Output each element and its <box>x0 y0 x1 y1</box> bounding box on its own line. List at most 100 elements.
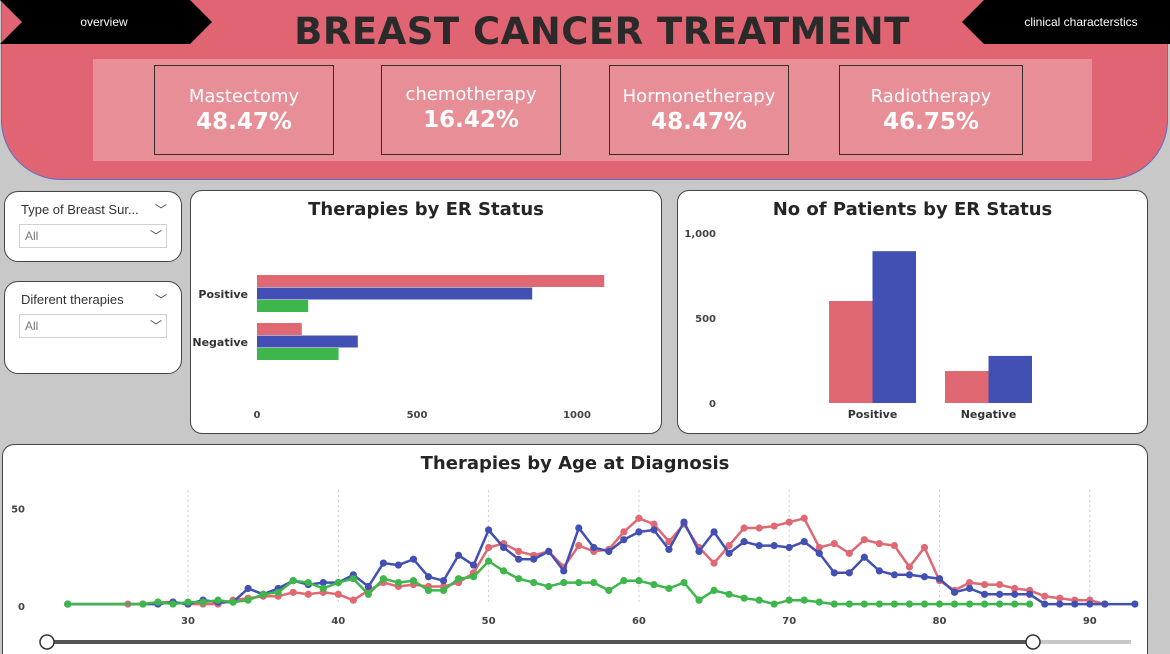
data-point <box>244 596 252 604</box>
data-point <box>364 582 372 591</box>
chevron-down-icon[interactable]: ﹀ <box>154 203 167 217</box>
data-point <box>1026 600 1034 608</box>
slicer-value: All <box>25 319 39 333</box>
data-point <box>740 594 748 602</box>
tick-label: 70 <box>782 616 796 627</box>
category-label: Negative <box>961 408 1017 421</box>
data-point <box>755 596 763 604</box>
data-point <box>800 596 808 604</box>
data-point <box>620 528 628 536</box>
slicer-title: Type of Breast Sur... <box>21 202 139 217</box>
tick-label: 1,000 <box>684 229 716 240</box>
kpi-strip: Mastectomy 48.47% chemotherapy 16.42% Ho… <box>93 59 1092 161</box>
data-point <box>875 600 883 608</box>
data-point <box>815 598 823 606</box>
data-point <box>935 575 944 583</box>
data-point <box>770 600 778 608</box>
data-point <box>289 588 297 596</box>
kpi-label: Radiotherapy <box>870 86 992 107</box>
data-point <box>785 543 793 552</box>
data-point <box>800 514 808 522</box>
data-point <box>605 586 613 594</box>
therapies-by-er-chart: Positive Negative 0 500 1000 <box>192 275 605 421</box>
series-line <box>67 519 1135 606</box>
bar <box>988 355 1032 403</box>
overview-nav-label: overview <box>80 15 128 29</box>
slider-handle-end[interactable] <box>1025 634 1041 650</box>
tick-label: 50 <box>11 505 25 516</box>
tick-label: 0 <box>709 399 716 410</box>
bar <box>829 301 873 403</box>
patients-by-er-chart: 0 500 1,000 Positive Negative <box>684 229 1032 421</box>
data-point <box>965 600 974 608</box>
data-point <box>860 600 868 608</box>
data-point <box>409 577 418 585</box>
data-point <box>965 584 974 593</box>
data-point <box>830 600 838 608</box>
data-point <box>575 541 583 550</box>
data-point <box>815 543 823 552</box>
data-point <box>650 520 658 528</box>
therapies-by-age-card: Therapies by Age at Diagnosis 30 40 50 60 70… <box>2 444 1148 654</box>
data-point <box>665 584 673 593</box>
data-point <box>860 553 868 561</box>
tick-label: 30 <box>181 616 195 627</box>
data-point <box>515 575 523 583</box>
kpi-card-chemotherapy: chemotherapy 16.42% <box>381 65 561 155</box>
data-point <box>169 600 177 608</box>
data-point <box>274 588 282 596</box>
data-point <box>680 579 688 587</box>
data-point <box>1041 592 1049 600</box>
slider-handle-start[interactable] <box>39 634 55 650</box>
data-point <box>439 586 448 594</box>
data-point <box>920 600 929 608</box>
data-point <box>334 579 342 587</box>
data-point <box>409 555 418 563</box>
data-point <box>860 536 868 544</box>
data-point <box>650 526 658 534</box>
kpi-card-hormonetherapy: Hormonetherapy 48.47% <box>609 65 789 155</box>
data-point <box>950 588 959 596</box>
data-point <box>965 579 974 587</box>
data-point <box>469 561 478 569</box>
data-point <box>980 590 989 598</box>
therapies-dropdown[interactable]: All ﹀ <box>19 314 167 338</box>
data-point <box>229 598 237 606</box>
category-label: Negative <box>192 336 248 349</box>
data-point <box>1056 600 1064 608</box>
data-point <box>710 528 718 536</box>
data-point <box>665 538 673 546</box>
data-point <box>469 573 478 581</box>
patients-by-er-card: No of Patients by ER Status 0 500 1,000 Pos… <box>677 190 1148 434</box>
data-point <box>785 518 793 526</box>
data-point <box>319 579 327 587</box>
chevron-down-icon[interactable]: ﹀ <box>154 293 167 307</box>
breast-surgery-dropdown[interactable]: All ﹀ <box>19 224 167 248</box>
data-point <box>259 590 267 598</box>
data-point <box>710 559 718 567</box>
data-point <box>199 598 207 606</box>
data-point <box>890 571 899 579</box>
bar <box>257 323 302 335</box>
data-point <box>1026 590 1034 598</box>
data-point <box>379 559 387 567</box>
kpi-card-mastectomy: Mastectomy 48.47% <box>154 65 334 155</box>
data-point <box>289 577 297 585</box>
data-point <box>500 567 508 575</box>
clinical-characteristics-nav-button[interactable]: clinical characterstics <box>962 0 1170 44</box>
data-point <box>515 555 523 563</box>
data-point <box>875 540 883 548</box>
data-point <box>545 547 553 555</box>
data-point <box>770 541 778 550</box>
therapies-by-er-card: Therapies by ER Status Positive Negative 0… <box>190 190 662 434</box>
data-point <box>184 598 192 606</box>
data-point <box>635 528 643 536</box>
data-point <box>890 600 899 608</box>
data-point <box>935 600 944 608</box>
data-point <box>590 579 598 587</box>
data-point <box>304 590 312 598</box>
overview-nav-button[interactable]: overview <box>0 0 212 44</box>
bar <box>257 287 533 300</box>
bar <box>257 335 358 348</box>
data-point <box>725 541 733 550</box>
